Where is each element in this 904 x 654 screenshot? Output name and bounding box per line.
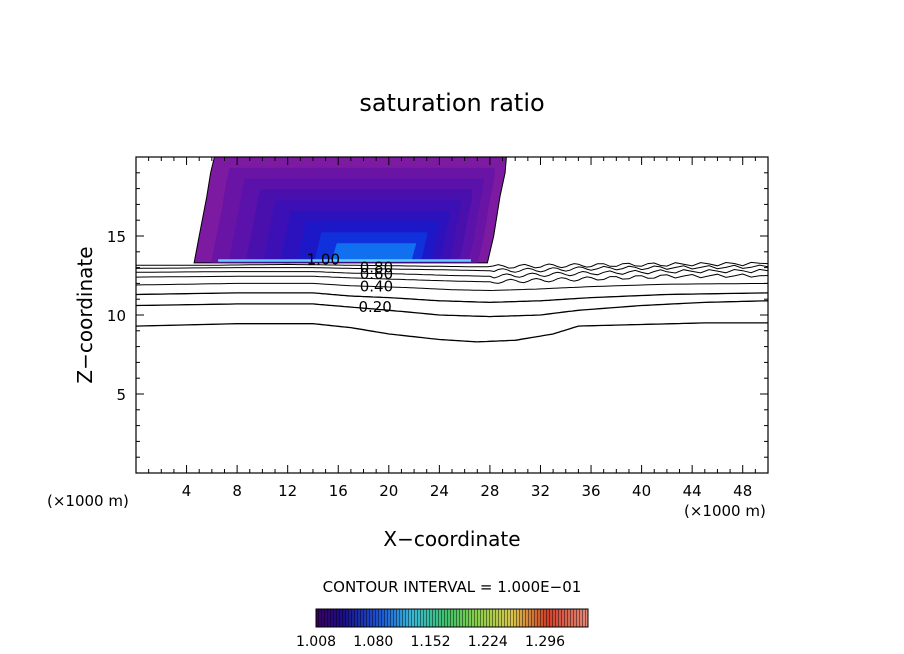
x-tick-label: 48 xyxy=(733,482,752,500)
x-tick-label: 20 xyxy=(379,482,398,500)
colorbar: 1.008 1.080 1.152 1.224 1.296 xyxy=(296,608,589,650)
colorbar-stripes xyxy=(316,609,588,627)
contour-label: 0.80 xyxy=(360,259,393,277)
chart-title: saturation ratio xyxy=(359,89,544,117)
y-axis-label: Z−coordinate xyxy=(73,246,97,383)
contour-label: 0.20 xyxy=(358,298,391,316)
x-tick-label: 32 xyxy=(531,482,550,500)
x-tick-label: 24 xyxy=(430,482,449,500)
x-tick-label: 12 xyxy=(278,482,297,500)
plot-region xyxy=(136,157,768,343)
colorbar-tick-label: 1.152 xyxy=(410,634,450,650)
x-tick-label: 8 xyxy=(232,482,242,500)
colorbar-tick-label: 1.296 xyxy=(525,634,565,650)
colorbar-frame xyxy=(315,608,589,628)
colorbar-tick-labels: 1.008 1.080 1.152 1.224 1.296 xyxy=(296,634,565,650)
y-axis-ticks: 5 10 15 xyxy=(107,156,768,474)
y-tick-label: 10 xyxy=(107,307,126,325)
contour-lines xyxy=(136,261,768,343)
colorbar-tick-label: 1.008 xyxy=(296,634,336,650)
x-tick-label: 16 xyxy=(329,482,348,500)
x-tick-label: 44 xyxy=(683,482,702,500)
contour-line-0.7 xyxy=(136,268,768,279)
contour-label: 0.40 xyxy=(360,278,393,296)
fill-band-1.14 xyxy=(331,243,417,262)
x-tick-label: 4 xyxy=(182,482,192,500)
x-axis-unit-left: (×1000 m) xyxy=(47,492,129,510)
x-tick-label: 28 xyxy=(480,482,499,500)
x-tick-label: 40 xyxy=(632,482,651,500)
contour-labels: 1.00 0.800.600.40 0.20 xyxy=(307,251,393,316)
x-tick-label: 36 xyxy=(581,482,600,500)
contour-label: 0.60 xyxy=(360,265,393,283)
contour-label: 1.00 xyxy=(307,251,340,269)
contour-line-0.4 xyxy=(136,292,768,304)
contour-line-0.8 xyxy=(136,264,768,273)
y-tick-label: 15 xyxy=(107,228,126,246)
contour-line-0.9 xyxy=(136,261,768,269)
contour-line-0.2 xyxy=(136,322,768,343)
contour-line-0.5 xyxy=(136,282,768,292)
x-axis-label: X−coordinate xyxy=(383,527,520,551)
contour-interval-text: CONTOUR INTERVAL = 1.000E−01 xyxy=(323,578,582,596)
y-tick-label: 5 xyxy=(116,386,126,404)
supersaturation-fill xyxy=(193,157,507,264)
colorbar-tick-label: 1.224 xyxy=(468,634,508,650)
x-axis-unit-right: (×1000 m) xyxy=(684,502,766,520)
x-axis-ticks: 4 8 12 16 20 24 28 32 36 40 44 48 xyxy=(135,157,769,500)
contour-line-0.6 xyxy=(136,273,768,284)
colorbar-tick-label: 1.080 xyxy=(353,634,393,650)
contour-line-0.3 xyxy=(136,300,768,318)
